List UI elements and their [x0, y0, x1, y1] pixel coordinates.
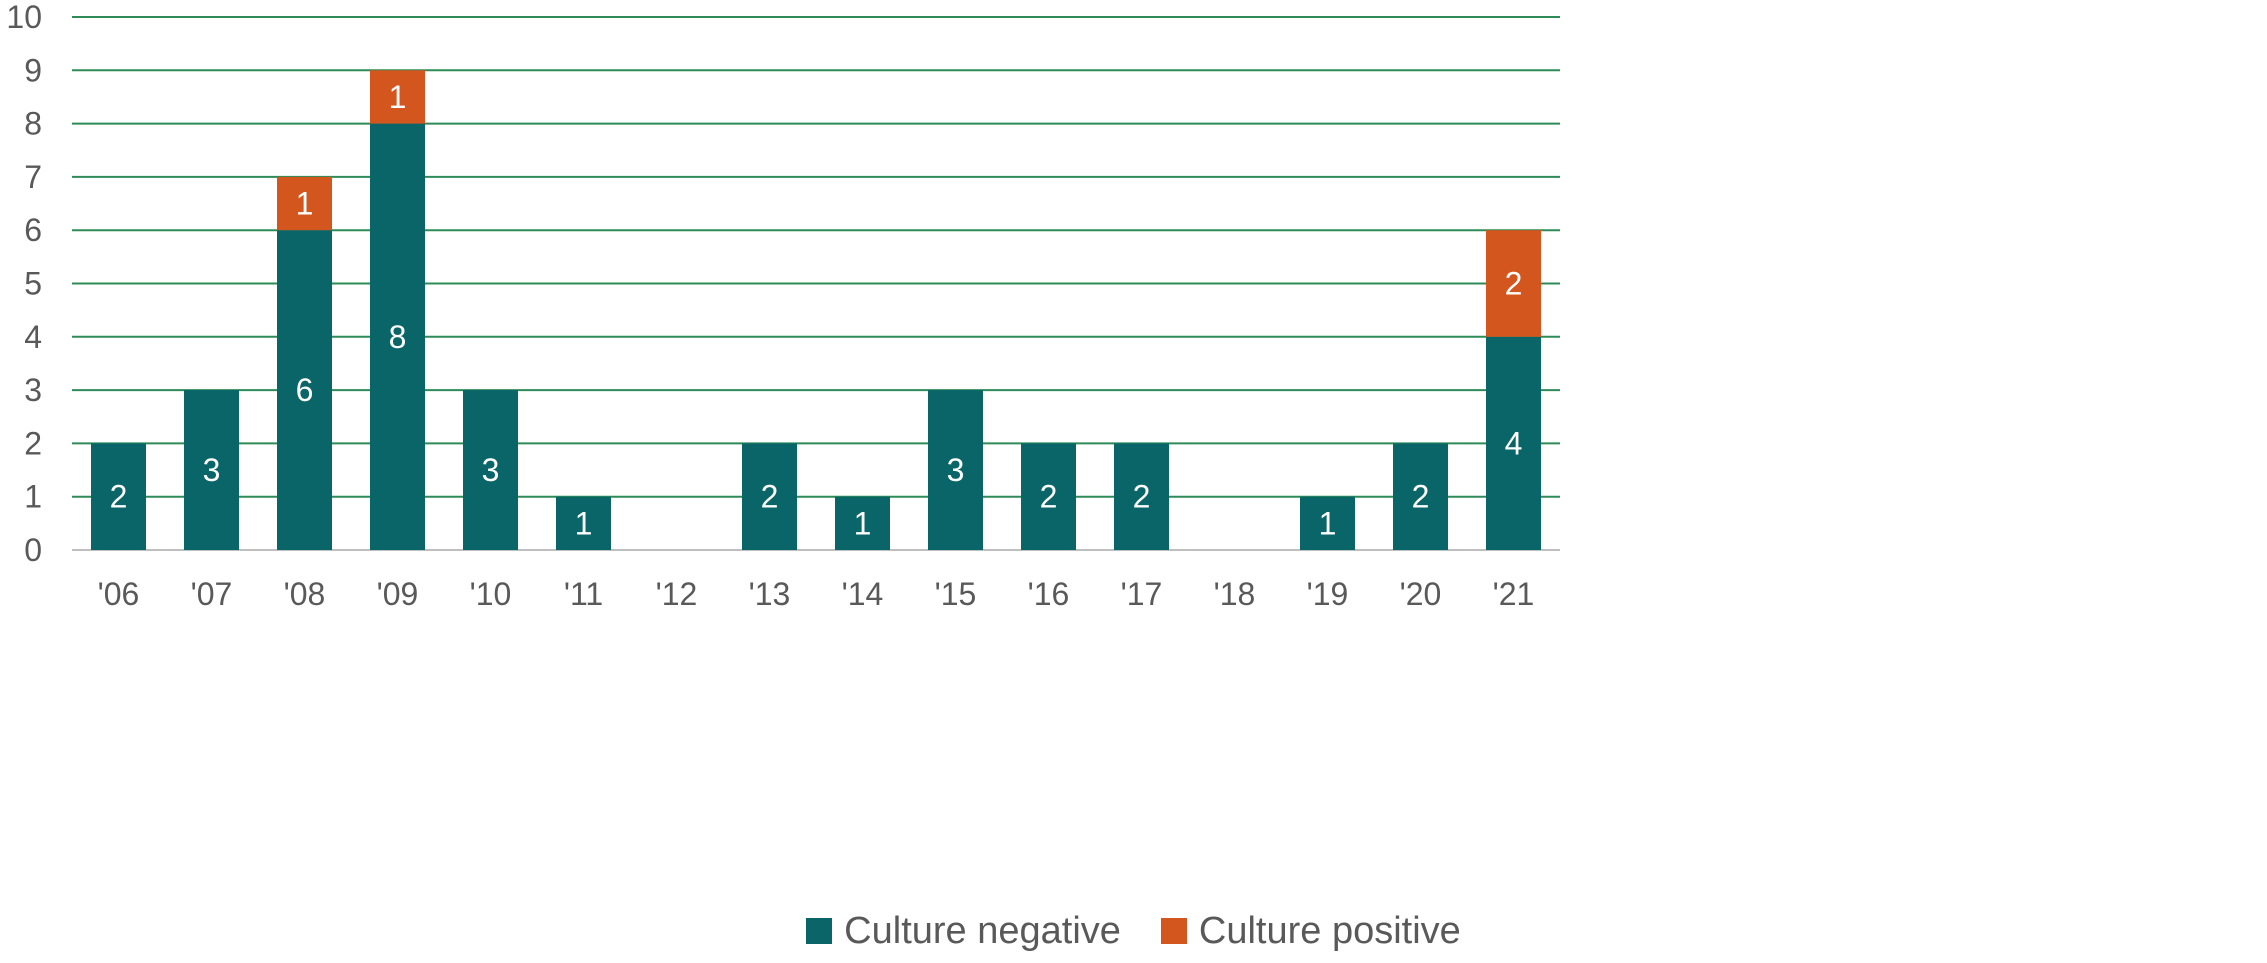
- bar-culture-negative: [1114, 443, 1169, 550]
- y-tick-label: 6: [24, 212, 42, 248]
- data-label-culture-negative: 1: [854, 505, 872, 541]
- data-label-culture-negative: 1: [1319, 505, 1337, 541]
- legend: Culture negative Culture positive: [0, 905, 2267, 957]
- data-label-culture-positive: 1: [389, 79, 407, 115]
- y-tick-label: 0: [24, 532, 42, 568]
- bar-culture-positive: [370, 70, 425, 124]
- data-label-culture-negative: 1: [575, 505, 593, 541]
- y-tick-label: 5: [24, 266, 42, 302]
- x-tick-label: '12: [656, 576, 698, 612]
- bar-culture-negative: [184, 390, 239, 550]
- data-label-culture-negative: 4: [1505, 425, 1523, 461]
- x-tick-label: '18: [1214, 576, 1256, 612]
- data-label-culture-negative: 2: [1040, 479, 1058, 515]
- bar-culture-negative: [742, 443, 797, 550]
- data-label-culture-negative: 2: [110, 479, 128, 515]
- data-label-culture-negative: 3: [947, 452, 965, 488]
- x-tick-label: '06: [98, 576, 140, 612]
- data-label-culture-negative: 8: [389, 319, 407, 355]
- bar-culture-negative: [370, 123, 425, 550]
- bar-culture-negative: [91, 443, 146, 550]
- x-tick-label: '20: [1400, 576, 1442, 612]
- x-tick-label: '15: [935, 576, 977, 612]
- data-label-culture-negative: 2: [761, 479, 779, 515]
- x-tick-label: '09: [377, 576, 419, 612]
- x-tick-label: '19: [1307, 576, 1349, 612]
- data-label-culture-negative: 3: [203, 452, 221, 488]
- bar-chart-svg: 0 1 2 3 4 5 6 7 8 9 10 2 '06 3 '07 6 1 '08 8 1 '09 3 '10 1 '11 '1…: [6, 0, 1560, 612]
- legend-swatch-culture-negative: [806, 918, 833, 944]
- bar-culture-negative: [1300, 496, 1355, 550]
- y-tick-label: 4: [24, 319, 42, 355]
- bar-culture-negative: [277, 230, 332, 550]
- legend-label-culture-negative: Culture negative: [844, 909, 1121, 952]
- legend-swatch-culture-positive: [1160, 918, 1187, 944]
- legend-label-culture-positive: Culture positive: [1198, 909, 1461, 952]
- x-tick-label: '21: [1493, 576, 1535, 612]
- y-tick-label: 7: [24, 159, 42, 195]
- x-tick-label: '17: [1121, 576, 1163, 612]
- legend-item-culture-positive: Culture positive: [1160, 909, 1461, 953]
- data-label-culture-positive: 2: [1505, 266, 1523, 302]
- bar-culture-negative: [1486, 336, 1541, 550]
- x-tick-label: '13: [749, 576, 791, 612]
- legend-item-culture-negative: Culture negative: [806, 910, 1121, 953]
- y-tick-label: 3: [24, 372, 42, 408]
- y-tick-label: 2: [24, 425, 42, 461]
- bar-culture-negative: [1021, 443, 1076, 550]
- x-tick-label: '10: [470, 576, 512, 612]
- bar-culture-positive: [1486, 230, 1541, 337]
- bar-culture-negative: [835, 496, 890, 550]
- y-tick-label: 1: [24, 479, 42, 515]
- data-label-culture-negative: 6: [296, 372, 314, 408]
- bar-culture-negative: [463, 390, 518, 550]
- data-label-culture-negative: 2: [1133, 479, 1151, 515]
- bar-culture-negative: [1393, 443, 1448, 550]
- bar-culture-positive: [277, 176, 332, 231]
- x-tick-label: '16: [1028, 576, 1070, 612]
- data-label-culture-positive: 1: [296, 186, 314, 222]
- x-tick-label: '08: [284, 576, 326, 612]
- bar-culture-negative: [556, 496, 611, 550]
- data-label-culture-negative: 2: [1412, 479, 1430, 515]
- y-tick-label: 8: [24, 106, 42, 142]
- y-tick-label: 9: [24, 52, 42, 88]
- x-tick-label: '11: [564, 576, 603, 612]
- data-label-culture-negative: 3: [482, 452, 500, 488]
- bar-culture-negative: [928, 390, 983, 550]
- x-tick-label: '07: [191, 576, 233, 612]
- x-tick-label: '14: [842, 576, 884, 612]
- y-tick-label: 10: [6, 0, 42, 35]
